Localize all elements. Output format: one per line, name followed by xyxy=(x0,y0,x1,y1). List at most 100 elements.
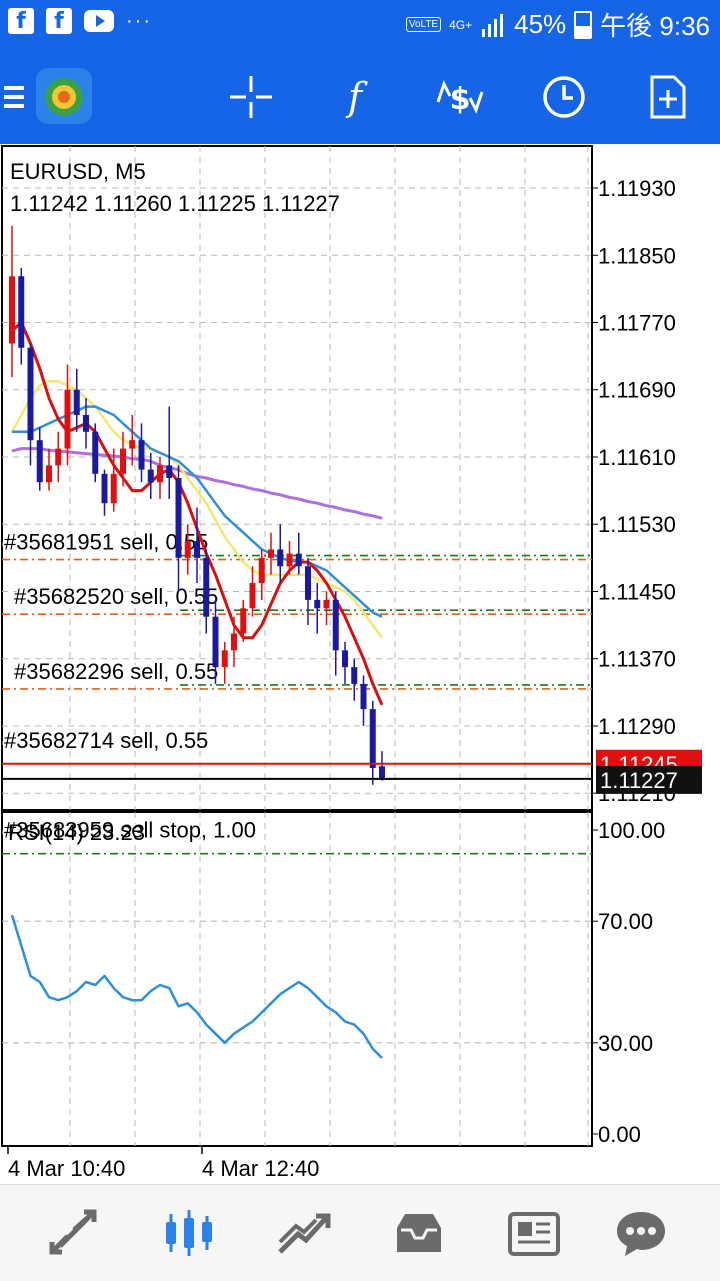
order-label: #35683959 sell stop, 1.00 xyxy=(4,818,256,843)
candle-body xyxy=(73,389,80,415)
candle-body xyxy=(110,473,117,504)
price-tick-label: 1.11370 xyxy=(598,647,676,672)
rsi-tick-label: 70.00 xyxy=(598,909,653,934)
ma-blue-line xyxy=(12,405,383,618)
chart-canvas[interactable]: 1.11930 1.11850 1.11770 1.11690 1.11610 1.115… xyxy=(0,144,720,1184)
candle-body xyxy=(147,469,154,483)
candle-body xyxy=(129,440,136,449)
candle-body xyxy=(305,566,311,600)
price-tick-label: 1.11530 xyxy=(598,512,676,537)
news-icon[interactable] xyxy=(504,1205,564,1261)
candle-body xyxy=(55,448,62,466)
main-panel-border xyxy=(1,145,593,811)
clock: 午後 9:36 xyxy=(600,11,710,41)
candle-body xyxy=(120,448,126,474)
volte-indicator: VoLTE xyxy=(405,17,442,32)
last-price-label: 1.11227 xyxy=(600,768,678,793)
timeframe-icon[interactable] xyxy=(539,72,589,122)
price-tick-label: 1.11450 xyxy=(598,579,676,604)
candle-body xyxy=(9,276,15,344)
candle-body xyxy=(101,473,108,504)
menu-icon[interactable] xyxy=(0,72,30,122)
last-price-tag xyxy=(596,765,702,794)
network-indicator: 4G+ xyxy=(449,17,473,32)
price-tick-label: 1.11690 xyxy=(598,378,676,403)
time-tick-label: 4 Mar 12:40 xyxy=(202,1156,319,1181)
candle-body xyxy=(277,549,284,567)
price-tick-label: 1.11850 xyxy=(598,243,676,268)
ohlc-readout: 1.11242 1.11260 1.11225 1.11227 xyxy=(10,191,340,216)
candle-body xyxy=(351,667,358,684)
candle-body xyxy=(92,431,99,474)
facebook-icon: f xyxy=(8,8,34,34)
order-label: #35681951 sell, 0.55 xyxy=(4,530,208,555)
rsi-label: RSI(14) 23.23 xyxy=(8,820,145,845)
rsi-tick-label: 100.00 xyxy=(598,818,665,843)
order-label: #35682520 sell, 0.55 xyxy=(14,584,218,609)
youtube-icon xyxy=(84,10,114,32)
facebook-icon: f xyxy=(46,8,72,34)
rsi-panel-border xyxy=(1,811,593,1147)
order-label: #35682714 sell, 0.55 xyxy=(4,728,208,753)
price-tick-label: 1.11290 xyxy=(598,714,676,739)
candle-body xyxy=(64,389,71,449)
candle-body xyxy=(379,766,385,779)
candle-body xyxy=(240,608,247,634)
candle-body xyxy=(231,633,237,651)
candle-body xyxy=(369,709,376,768)
time-axis: 4 Mar 10:40 4 Mar 12:40 xyxy=(7,1146,319,1181)
price-tick-label: 1.11930 xyxy=(598,176,676,201)
trade-icon[interactable] xyxy=(274,1205,334,1261)
candle-body xyxy=(295,553,302,567)
svg-text:f: f xyxy=(345,75,368,119)
rsi-panel: 100.00 70.00 30.00 0.00 xyxy=(2,818,665,1147)
bottom-nav xyxy=(0,1184,720,1281)
chart-area[interactable]: 1.11930 1.11850 1.11770 1.11690 1.11610 1.115… xyxy=(0,144,720,1184)
candle-body xyxy=(203,557,210,617)
candle-body xyxy=(138,440,145,470)
candle-body xyxy=(18,276,25,348)
price-tick-label: 1.11610 xyxy=(598,445,676,470)
candle-body xyxy=(184,541,191,558)
candle-body xyxy=(286,553,293,567)
chart-grid xyxy=(1,145,593,1147)
metatrader-logo-icon[interactable] xyxy=(34,66,94,126)
indicators-icon[interactable]: f xyxy=(330,72,380,122)
battery-percent: 45% xyxy=(514,9,567,39)
candle-body xyxy=(258,557,265,584)
candle-body xyxy=(360,683,367,710)
candle-body xyxy=(332,599,339,651)
chart-icon[interactable] xyxy=(159,1205,219,1261)
candle-body xyxy=(194,541,200,558)
candle-body xyxy=(36,440,43,483)
toolbar: f $ xyxy=(0,48,720,144)
time-tick-label: 4 Mar 10:40 xyxy=(8,1156,125,1181)
rsi-line xyxy=(10,914,383,1059)
symbol-timeframe: EURUSD, M5 xyxy=(10,159,146,184)
candle-body xyxy=(83,414,89,432)
signal-icon xyxy=(482,13,504,37)
candle-body xyxy=(268,549,274,558)
candle-body xyxy=(157,465,163,483)
candle-body xyxy=(175,478,182,558)
ma-yellow-line xyxy=(10,380,384,639)
candle-body xyxy=(342,650,348,668)
history-icon[interactable] xyxy=(389,1205,449,1261)
crosshair-icon[interactable] xyxy=(226,72,276,122)
rsi-tick-label: 30.00 xyxy=(598,1031,653,1056)
order-lines: #35681951 sell, 0.55 #35682520 sell, 0.55… xyxy=(2,528,592,855)
new-order-icon[interactable] xyxy=(643,72,693,122)
candle-body xyxy=(249,583,256,609)
quotes-icon[interactable] xyxy=(44,1205,104,1261)
objects-icon[interactable]: $ xyxy=(434,72,484,122)
svg-text:$: $ xyxy=(450,82,471,117)
price-axis: 1.11930 1.11850 1.11770 1.11690 1.11610 1.115… xyxy=(592,176,676,806)
messages-icon[interactable] xyxy=(611,1205,671,1261)
status-bar: f f ··· VoLTE 4G+ 45% 午後 9:36 xyxy=(0,0,720,48)
battery-icon xyxy=(574,10,593,39)
order-label: #35682296 sell, 0.55 xyxy=(14,659,218,684)
candle-body xyxy=(212,616,219,668)
candle-body xyxy=(323,599,330,609)
candle-body xyxy=(166,465,173,478)
